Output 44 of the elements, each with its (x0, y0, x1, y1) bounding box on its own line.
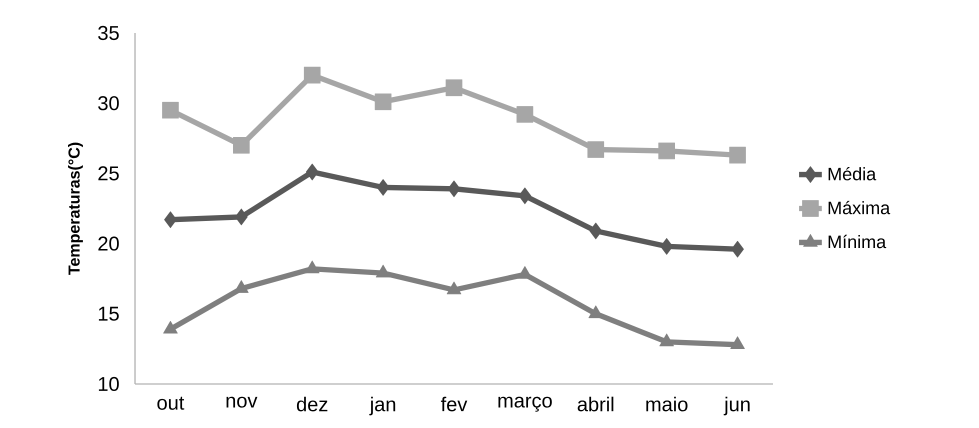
y-tick-label: 25 (98, 166, 119, 180)
point (658, 142, 675, 160)
x-tick-label: abril (578, 396, 614, 412)
x-tick-label: out (157, 396, 184, 410)
x-tick-label: dez (296, 396, 328, 412)
x-tick-label: nov (226, 396, 258, 408)
point (730, 336, 745, 350)
point (163, 320, 178, 334)
y-tick-label: 30 (98, 96, 119, 110)
point (731, 240, 744, 258)
point (729, 146, 746, 164)
legend-label: Média (828, 166, 876, 180)
x-tick-label: fev (440, 396, 468, 412)
point (516, 106, 534, 123)
point (234, 280, 249, 293)
y-tick-label: 35 (98, 26, 119, 40)
point (446, 282, 462, 294)
point (162, 102, 179, 119)
point (518, 188, 532, 204)
legend-label: Mínima (828, 234, 886, 248)
point (589, 222, 602, 240)
y-axis-title: Temperaturas(°C) (68, 142, 83, 275)
point (235, 208, 248, 226)
point (164, 211, 177, 228)
point (233, 136, 250, 154)
y-tick-label: 10 (98, 376, 119, 392)
point (660, 238, 673, 255)
y-tick-label: 20 (98, 236, 119, 251)
point (587, 141, 604, 158)
point (659, 334, 674, 346)
x-tick-label: março (498, 396, 552, 412)
point (448, 180, 460, 198)
point (446, 79, 462, 96)
point (376, 264, 390, 278)
point (376, 179, 390, 196)
x-tick-label: maio (646, 396, 688, 412)
x-tick-label: jun (724, 396, 750, 416)
y-tick-label: 15 (98, 306, 119, 321)
point (374, 93, 392, 110)
point (304, 66, 321, 84)
point (304, 260, 320, 274)
legend-label: Máxima (828, 200, 890, 214)
point (306, 164, 319, 180)
x-tick-label: jan (369, 396, 396, 416)
